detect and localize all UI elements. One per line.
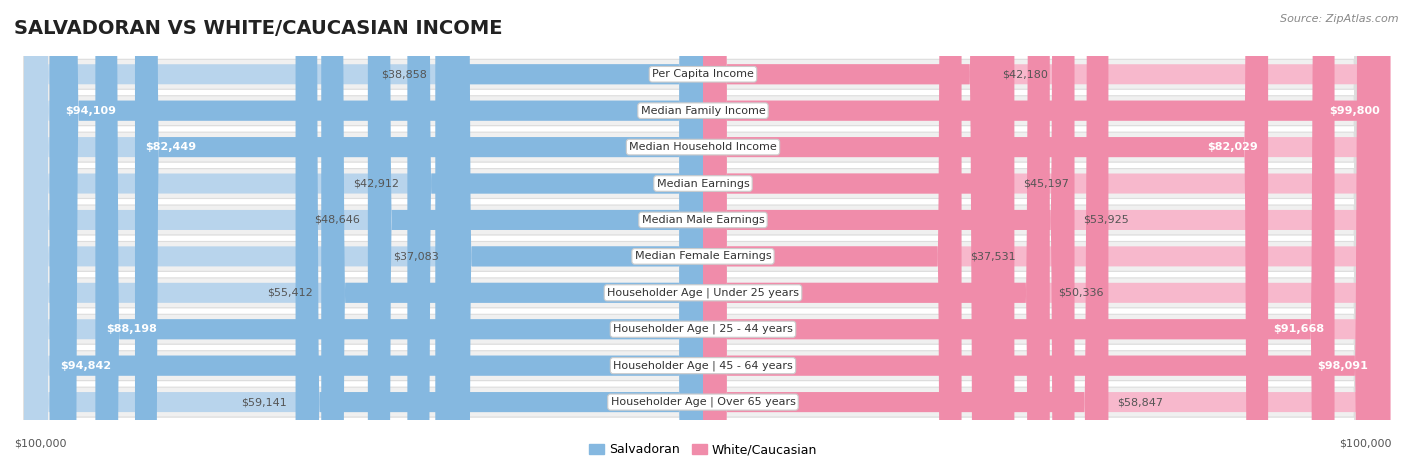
FancyBboxPatch shape (703, 0, 1382, 467)
Text: $88,198: $88,198 (105, 324, 156, 334)
FancyBboxPatch shape (24, 0, 703, 467)
FancyBboxPatch shape (703, 0, 1050, 467)
FancyBboxPatch shape (49, 0, 703, 467)
Text: $98,091: $98,091 (1317, 361, 1368, 371)
FancyBboxPatch shape (24, 0, 1382, 467)
FancyBboxPatch shape (703, 0, 1014, 467)
FancyBboxPatch shape (703, 0, 994, 467)
FancyBboxPatch shape (703, 0, 1382, 467)
Text: Householder Age | Under 25 years: Householder Age | Under 25 years (607, 288, 799, 298)
Text: SALVADORAN VS WHITE/CAUCASIAN INCOME: SALVADORAN VS WHITE/CAUCASIAN INCOME (14, 19, 502, 38)
FancyBboxPatch shape (436, 0, 703, 467)
FancyBboxPatch shape (24, 0, 703, 467)
FancyBboxPatch shape (703, 0, 1382, 467)
Text: $58,847: $58,847 (1116, 397, 1163, 407)
Text: $59,141: $59,141 (242, 397, 287, 407)
FancyBboxPatch shape (703, 0, 1268, 467)
FancyBboxPatch shape (28, 0, 1382, 467)
FancyBboxPatch shape (703, 0, 1108, 467)
FancyBboxPatch shape (28, 0, 1382, 467)
FancyBboxPatch shape (28, 0, 1382, 467)
FancyBboxPatch shape (703, 0, 1382, 467)
Text: $37,531: $37,531 (970, 251, 1015, 262)
Text: $82,029: $82,029 (1206, 142, 1258, 152)
Text: $82,449: $82,449 (145, 142, 197, 152)
FancyBboxPatch shape (24, 0, 703, 467)
FancyBboxPatch shape (135, 0, 703, 467)
Text: $53,925: $53,925 (1083, 215, 1129, 225)
FancyBboxPatch shape (703, 0, 1382, 467)
FancyBboxPatch shape (96, 0, 703, 467)
FancyBboxPatch shape (28, 0, 1382, 467)
Text: $45,197: $45,197 (1022, 178, 1069, 189)
Text: $91,668: $91,668 (1272, 324, 1324, 334)
Text: Per Capita Income: Per Capita Income (652, 69, 754, 79)
Text: Householder Age | 25 - 44 years: Householder Age | 25 - 44 years (613, 324, 793, 334)
FancyBboxPatch shape (703, 0, 1334, 467)
Text: Householder Age | Over 65 years: Householder Age | Over 65 years (610, 397, 796, 407)
FancyBboxPatch shape (703, 0, 1074, 467)
Text: Median Household Income: Median Household Income (628, 142, 778, 152)
FancyBboxPatch shape (295, 0, 703, 467)
FancyBboxPatch shape (28, 0, 1382, 467)
FancyBboxPatch shape (24, 0, 1382, 467)
FancyBboxPatch shape (28, 0, 1382, 467)
Text: Householder Age | 45 - 64 years: Householder Age | 45 - 64 years (613, 361, 793, 371)
FancyBboxPatch shape (703, 0, 1382, 467)
FancyBboxPatch shape (28, 0, 1382, 467)
Text: $99,800: $99,800 (1330, 106, 1381, 116)
FancyBboxPatch shape (408, 0, 703, 467)
Text: $100,000: $100,000 (14, 439, 66, 449)
FancyBboxPatch shape (703, 0, 962, 467)
Text: Source: ZipAtlas.com: Source: ZipAtlas.com (1281, 14, 1399, 24)
FancyBboxPatch shape (24, 0, 1382, 467)
FancyBboxPatch shape (24, 0, 1382, 467)
FancyBboxPatch shape (24, 0, 1382, 467)
Text: $94,842: $94,842 (60, 361, 111, 371)
FancyBboxPatch shape (24, 0, 1382, 467)
FancyBboxPatch shape (24, 0, 1382, 467)
FancyBboxPatch shape (24, 0, 703, 467)
FancyBboxPatch shape (28, 0, 1382, 467)
FancyBboxPatch shape (447, 0, 703, 467)
FancyBboxPatch shape (703, 0, 1382, 467)
FancyBboxPatch shape (24, 0, 703, 467)
FancyBboxPatch shape (24, 0, 703, 467)
Legend: Salvadoran, White/Caucasian: Salvadoran, White/Caucasian (583, 439, 823, 461)
Text: $37,083: $37,083 (394, 251, 439, 262)
Text: $100,000: $100,000 (1340, 439, 1392, 449)
FancyBboxPatch shape (24, 0, 1382, 467)
FancyBboxPatch shape (368, 0, 703, 467)
Text: Median Earnings: Median Earnings (657, 178, 749, 189)
FancyBboxPatch shape (703, 0, 1391, 467)
FancyBboxPatch shape (703, 0, 1382, 467)
Text: $50,336: $50,336 (1059, 288, 1104, 298)
FancyBboxPatch shape (55, 0, 703, 467)
FancyBboxPatch shape (703, 0, 1382, 467)
Text: $38,858: $38,858 (381, 69, 427, 79)
Text: $94,109: $94,109 (65, 106, 115, 116)
FancyBboxPatch shape (321, 0, 703, 467)
FancyBboxPatch shape (24, 0, 703, 467)
FancyBboxPatch shape (28, 0, 1382, 467)
Text: Median Family Income: Median Family Income (641, 106, 765, 116)
Text: $42,912: $42,912 (353, 178, 399, 189)
Text: $48,646: $48,646 (314, 215, 360, 225)
Text: $55,412: $55,412 (267, 288, 314, 298)
FancyBboxPatch shape (28, 0, 1382, 467)
FancyBboxPatch shape (24, 0, 703, 467)
FancyBboxPatch shape (24, 0, 1382, 467)
FancyBboxPatch shape (24, 0, 1382, 467)
FancyBboxPatch shape (703, 0, 1382, 467)
Text: Median Male Earnings: Median Male Earnings (641, 215, 765, 225)
FancyBboxPatch shape (24, 0, 703, 467)
Text: Median Female Earnings: Median Female Earnings (634, 251, 772, 262)
Text: $42,180: $42,180 (1002, 69, 1047, 79)
FancyBboxPatch shape (24, 0, 703, 467)
FancyBboxPatch shape (703, 0, 1379, 467)
